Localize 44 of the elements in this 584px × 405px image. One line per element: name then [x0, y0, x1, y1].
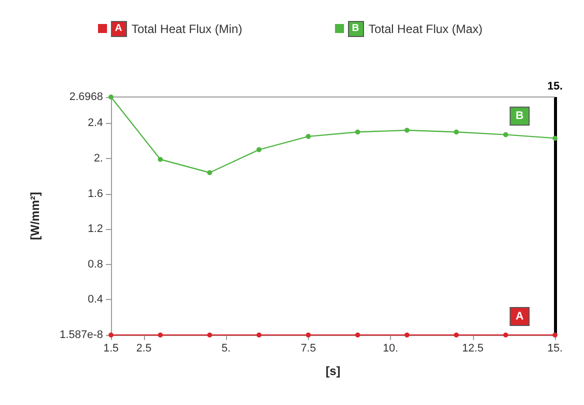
point	[552, 332, 558, 338]
text: B	[352, 23, 360, 34]
point	[503, 332, 508, 338]
point	[207, 170, 212, 176]
legend-label: Total Heat Flux (Min)	[132, 22, 242, 36]
text: A	[114, 23, 122, 34]
x-tick-label: 5.	[222, 342, 231, 354]
point	[454, 130, 459, 135]
x-tick-label: 2.5	[136, 342, 152, 354]
y-tick-label: 0.8	[88, 258, 103, 270]
point	[306, 134, 311, 139]
annotation: B	[516, 110, 524, 122]
point	[355, 332, 360, 338]
y-tick-label: 1.2	[88, 223, 103, 236]
x-tick-label: 7.5	[300, 342, 316, 354]
y-tick-label: 2.	[94, 152, 103, 164]
point	[108, 332, 114, 338]
legend-label: Total Heat Flux (Max)	[368, 22, 483, 36]
point	[256, 147, 262, 152]
point	[207, 332, 212, 338]
point	[404, 128, 410, 133]
x-tick-label: 12.5	[462, 342, 484, 354]
point	[306, 332, 311, 338]
x-tick-label: 10.	[382, 342, 398, 354]
point	[355, 130, 360, 135]
point	[552, 136, 558, 141]
x-axis-title: [s]	[326, 364, 340, 378]
annotation: A	[516, 310, 524, 322]
x-tick-label: 15.	[547, 342, 563, 354]
point	[256, 332, 262, 338]
y-tick-label: 2.6968	[69, 91, 103, 103]
point	[158, 156, 163, 162]
y-tick-label: 0.4	[88, 294, 103, 306]
point	[503, 132, 508, 138]
ref-line-label: 15.	[547, 80, 563, 92]
x-tick-label: 1.5	[103, 342, 119, 354]
y-tick-label: 2.4	[88, 117, 103, 130]
y-tick-label: 1.587e-8	[60, 329, 103, 341]
point	[158, 332, 163, 338]
point	[454, 332, 459, 338]
point	[108, 94, 114, 100]
y-axis-title: [W/mm²]	[28, 192, 42, 240]
point	[404, 332, 410, 338]
y-tick-label: 1.6	[88, 188, 103, 200]
